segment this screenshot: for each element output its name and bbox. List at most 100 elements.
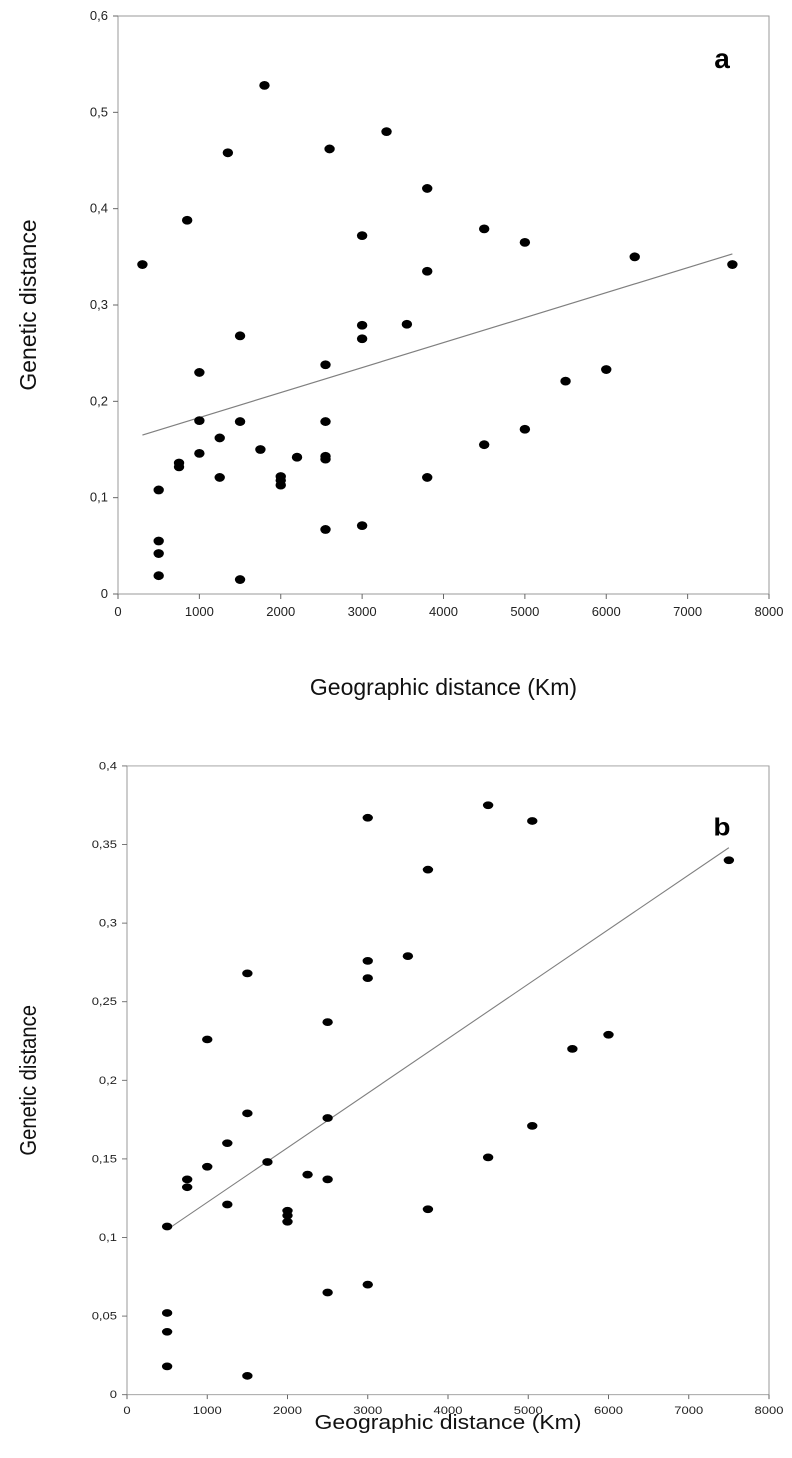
data-point — [194, 416, 205, 425]
x-tick-label: 2000 — [273, 1404, 302, 1417]
data-point — [322, 1114, 333, 1122]
y-tick-label: 0,1 — [90, 490, 108, 505]
data-point — [527, 817, 538, 825]
data-point — [482, 801, 494, 810]
data-point — [173, 462, 185, 472]
data-point — [324, 144, 335, 154]
data-point — [153, 485, 164, 495]
x-tick-label: 2000 — [266, 604, 295, 619]
data-point — [282, 1211, 293, 1220]
data-point — [401, 319, 413, 329]
data-point — [519, 237, 531, 247]
data-point — [567, 1045, 578, 1053]
data-point — [234, 575, 246, 584]
data-point — [137, 260, 148, 269]
panel-label: a — [714, 43, 730, 74]
y-tick-label: 0,2 — [99, 1074, 117, 1087]
x-tick-label: 8000 — [755, 604, 784, 619]
data-point — [242, 1371, 253, 1380]
data-point — [402, 952, 414, 961]
data-point — [381, 127, 392, 136]
data-point — [482, 1153, 494, 1162]
data-point — [181, 1175, 193, 1184]
chart-panel-a: 0 0,1 0,2 0,3 0,4 0,5 0,6 0 1000 2000 3000 4000 5000… — [15, 8, 784, 700]
data-point — [242, 1109, 253, 1118]
y-tick-label: 0,6 — [90, 8, 108, 23]
x-tick-label: 4000 — [429, 604, 458, 619]
panel-label: b — [713, 813, 730, 841]
y-tick-label: 0 — [101, 586, 108, 601]
data-point — [153, 549, 164, 558]
data-point — [362, 974, 373, 983]
data-point — [161, 1309, 173, 1317]
data-point — [222, 148, 234, 158]
data-point — [214, 433, 225, 443]
data-point — [723, 856, 735, 865]
y-tick-label: 0,4 — [99, 759, 117, 772]
x-axis-title: Geographic distance (Km) — [315, 1410, 582, 1433]
data-point — [322, 1018, 333, 1027]
data-point — [181, 215, 193, 225]
data-point — [262, 1158, 273, 1166]
data-point — [362, 813, 373, 822]
plot-area-frame — [117, 15, 770, 595]
data-point — [222, 1139, 233, 1148]
y-axis-title: Genetic distance — [15, 1005, 42, 1156]
data-point — [291, 452, 303, 462]
y-tick-label: 0,3 — [90, 297, 108, 312]
data-point — [322, 1288, 333, 1297]
y-tick-label: 0,1 — [99, 1231, 117, 1244]
scatter-chart-a: 0 0,1 0,2 0,3 0,4 0,5 0,6 0 1000 2000 3000 4000 5000… — [15, 8, 784, 700]
data-point — [422, 473, 433, 482]
data-point — [161, 1222, 173, 1231]
scatter-chart-b: 0 0,05 0,1 0,15 0,2 0,25 0,3 0,35 0,4 0 1000 2000 30… — [15, 759, 784, 1433]
y-tick-label: 0,3 — [99, 916, 117, 929]
x-axis-title: Geographic distance (Km) — [310, 674, 577, 700]
data-point — [422, 1205, 434, 1214]
data-point — [202, 1035, 213, 1044]
data-point — [601, 365, 612, 374]
data-point — [275, 480, 286, 490]
data-point — [161, 1327, 173, 1336]
trend-line — [142, 253, 733, 436]
data-point — [527, 1122, 538, 1130]
data-point — [242, 969, 253, 978]
x-tick-label: 1000 — [193, 1404, 222, 1417]
x-tick-label: 0 — [114, 604, 121, 619]
data-point — [320, 417, 331, 426]
x-tick-label: 7000 — [673, 604, 702, 619]
data-point — [181, 1183, 193, 1192]
data-point — [478, 224, 490, 234]
data-point — [234, 417, 246, 426]
data-point — [214, 473, 225, 482]
x-tick-label: 0 — [123, 1404, 130, 1417]
data-point — [153, 536, 164, 546]
y-tick-label: 0,15 — [92, 1152, 117, 1165]
data-point — [153, 571, 164, 581]
y-tick-label: 0,4 — [90, 201, 108, 216]
trend-line — [166, 847, 730, 1231]
y-tick-label: 0,35 — [92, 838, 117, 851]
data-point — [202, 1162, 213, 1171]
data-point — [194, 448, 205, 458]
data-point — [194, 368, 205, 377]
data-point — [282, 1217, 293, 1226]
data-point — [629, 252, 640, 262]
data-point — [320, 360, 331, 370]
data-point — [356, 334, 368, 344]
x-tick-label: 5000 — [510, 604, 539, 619]
data-point — [161, 1362, 173, 1371]
data-point — [519, 424, 531, 434]
data-point — [322, 1175, 333, 1184]
y-tick-label: 0,25 — [92, 995, 117, 1008]
x-tick-label: 3000 — [348, 604, 377, 619]
y-tick-label: 0 — [110, 1388, 117, 1401]
data-point — [320, 454, 331, 464]
data-point — [222, 1200, 233, 1209]
plot-area-frame — [126, 765, 770, 1396]
data-point — [422, 865, 434, 874]
y-tick-label: 0,05 — [92, 1309, 117, 1322]
x-tick-label: 6000 — [594, 1404, 623, 1417]
data-point — [560, 376, 571, 386]
y-axis-title: Genetic distance — [15, 219, 41, 390]
